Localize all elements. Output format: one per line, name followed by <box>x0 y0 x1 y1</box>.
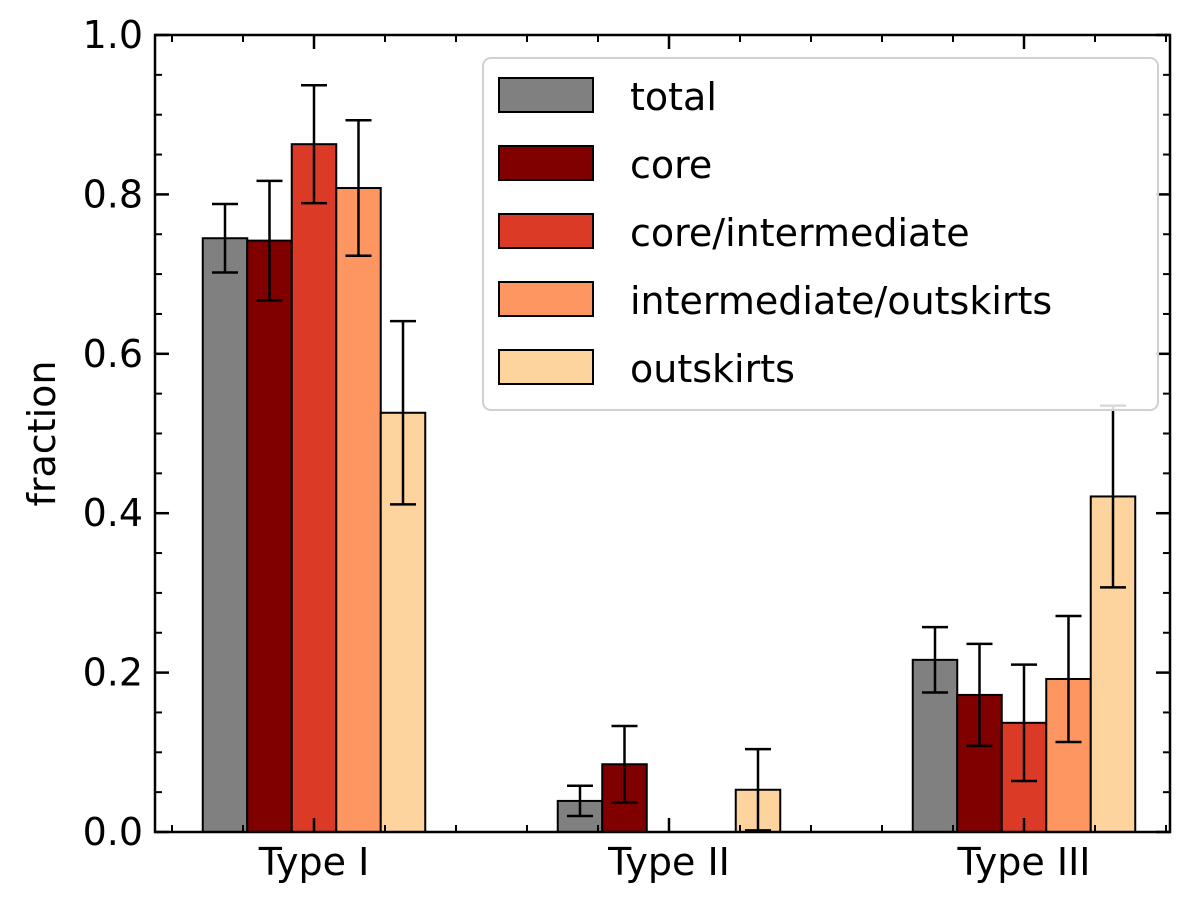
legend-label: total <box>630 75 717 119</box>
y-tick-label: 0.2 <box>83 651 143 695</box>
legend-label: core/intermediate <box>630 211 970 255</box>
error-bars <box>212 83 1126 832</box>
bar-core-Type-I <box>246 239 293 834</box>
error-bar-intermediate-outskirts-Type-I <box>345 119 372 258</box>
legend-swatch <box>498 77 594 113</box>
legend-swatch <box>498 213 594 249</box>
legend-label: core <box>630 143 712 187</box>
y-tick-label: 0.8 <box>83 172 143 216</box>
y-tick-label: 1.0 <box>83 13 143 57</box>
axes: 0.0 0.2 0.4 0.6 0.8 1.0 Type I Type II Type III <box>83 13 1172 884</box>
legend-entry-total: total <box>498 75 717 119</box>
bar-total-Type-I <box>201 237 249 834</box>
error-bar-core-Type-III <box>966 642 993 748</box>
y-tick-label: 0.6 <box>83 332 143 376</box>
legend-label: outskirts <box>630 347 795 391</box>
x-tick-label: Type I <box>258 840 370 884</box>
bar-intermediate-outskirts-Type-I <box>335 187 382 834</box>
error-bar-core-Type-I <box>256 179 283 302</box>
y-axis-label: fraction <box>20 361 64 507</box>
legend: total core core/intermediate intermediate/o… <box>482 57 1159 411</box>
error-bar-total-Type-II <box>567 784 593 818</box>
x-tick-label: Type II <box>607 840 730 884</box>
error-bar-core-Type-II <box>611 724 638 804</box>
y-tick-label: 0.4 <box>83 491 143 535</box>
legend-entry-core: core <box>498 143 712 187</box>
error-bar-outskirts-Type-II <box>745 747 771 832</box>
error-bar-outskirts-Type-I <box>390 319 416 506</box>
legend-entry-core-intermediate: core/intermediate <box>498 211 970 255</box>
error-bar-core-intermediate-Type-III <box>1011 663 1037 783</box>
error-bar-intermediate-outskirts-Type-III <box>1055 614 1082 744</box>
legend-swatch <box>498 145 594 181</box>
bar-core-intermediate-Type-I <box>290 143 338 833</box>
error-bar-total-Type-III <box>922 625 948 694</box>
error-bar-total-Type-I <box>212 202 238 274</box>
legend-entry-outskirts: outskirts <box>498 347 795 391</box>
x-tick-label: Type III <box>957 840 1091 884</box>
legend-swatch <box>498 349 594 385</box>
legend-box <box>482 57 1159 411</box>
legend-label: intermediate/outskirts <box>630 279 1052 323</box>
legend-entry-intermediate-outskirts: intermediate/outskirts <box>498 279 1052 323</box>
legend-swatch <box>498 281 594 317</box>
y-tick-label: 0.0 <box>83 810 143 854</box>
error-bar-core-intermediate-Type-I <box>301 83 327 205</box>
